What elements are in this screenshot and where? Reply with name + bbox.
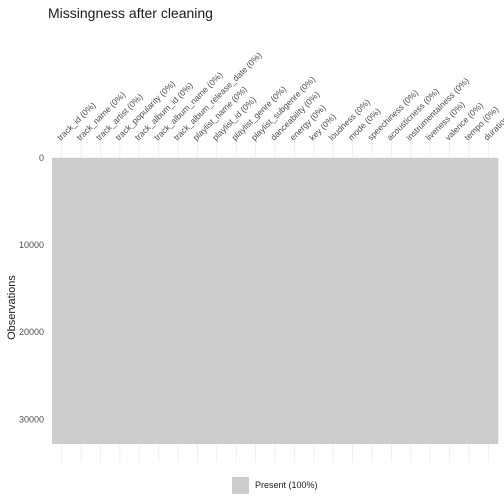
present-tile: [71, 158, 92, 444]
present-tile: [90, 158, 111, 444]
legend-label-present: Present (100%): [255, 480, 318, 490]
present-tile: [207, 158, 227, 444]
y-tick-label: 20000: [19, 327, 44, 337]
present-tile: [226, 158, 247, 444]
legend: Present (100%): [232, 475, 318, 495]
present-tile: [245, 158, 266, 444]
present-tile: [284, 158, 305, 444]
legend-swatch-present: [232, 476, 249, 494]
present-tile: [265, 158, 285, 444]
present-tile: [342, 158, 363, 444]
present-tile: [110, 158, 130, 444]
present-tile: [420, 158, 441, 444]
present-tile: [187, 158, 208, 444]
y-tick-label: 30000: [19, 414, 44, 424]
chart-title: Missingness after cleaning: [48, 5, 213, 21]
present-tile: [401, 158, 421, 444]
present-tile: [459, 158, 479, 444]
present-tile: [439, 158, 460, 444]
present-tile: [304, 158, 324, 444]
y-tick-label: 10000: [19, 240, 44, 250]
present-tile: [168, 158, 189, 444]
y-tick-label: 0: [39, 153, 44, 163]
present-tile: [362, 158, 382, 444]
present-tile: [381, 158, 402, 444]
present-tile: [52, 158, 72, 444]
present-tile: [129, 158, 150, 444]
present-tile: [478, 158, 499, 444]
present-tile: [148, 158, 169, 444]
y-axis-title: Observations: [6, 275, 18, 340]
present-tile: [323, 158, 344, 444]
